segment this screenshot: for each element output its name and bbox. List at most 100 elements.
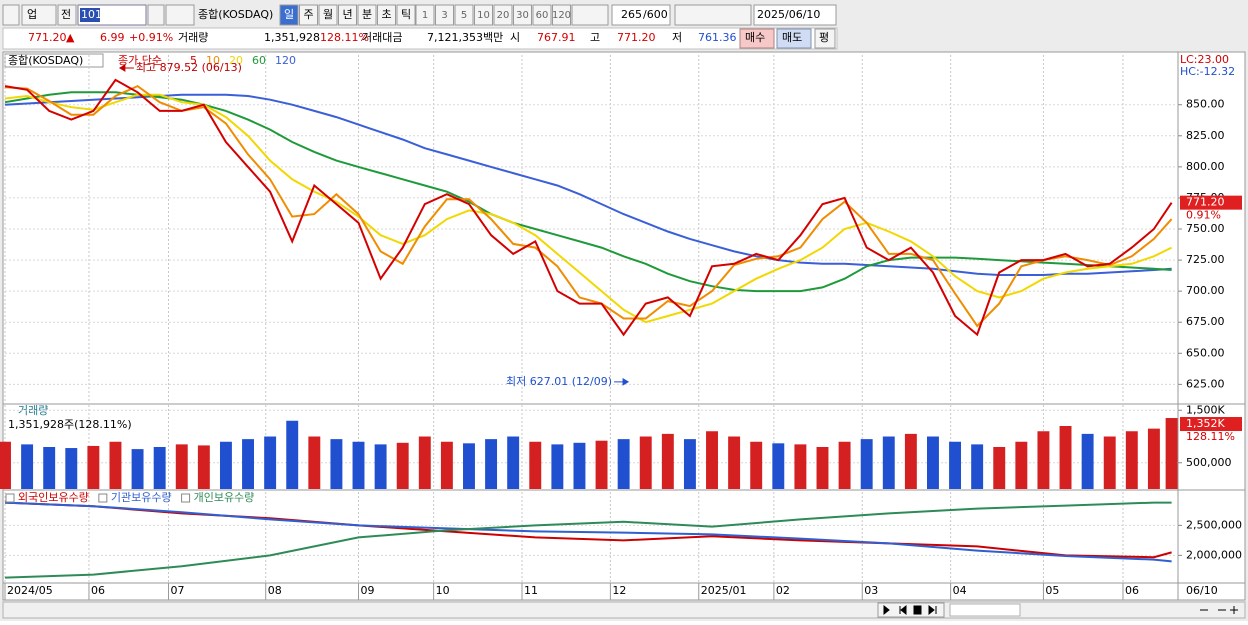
index-name: 종합(KOSDAQ) bbox=[198, 8, 273, 21]
interval-select[interactable] bbox=[571, 4, 609, 26]
period-button[interactable] bbox=[318, 4, 338, 26]
legend-entry: 120 bbox=[275, 54, 296, 67]
x-tick-label: 06 bbox=[91, 584, 105, 597]
y-tick-label: 1,500K bbox=[1186, 403, 1225, 416]
tool-icons[interactable] bbox=[674, 4, 752, 26]
hc: HC:-12.32 bbox=[1180, 65, 1235, 78]
nav-buttons[interactable] bbox=[877, 602, 945, 618]
legend-entry: 5 bbox=[190, 54, 197, 67]
count-box[interactable] bbox=[611, 4, 671, 26]
series-line bbox=[4, 93, 1173, 324]
scroll-track[interactable] bbox=[2, 601, 1246, 619]
interval-button[interactable] bbox=[552, 4, 571, 26]
legend-entry: 20 bbox=[229, 54, 243, 67]
y-tick-label: 2,500,000 bbox=[1186, 518, 1242, 531]
volume-bar bbox=[993, 447, 1006, 489]
interval-button[interactable] bbox=[493, 4, 513, 26]
x-tick-label: 11 bbox=[524, 584, 538, 597]
volume-box bbox=[1180, 417, 1242, 432]
y-tick-label: 625.00 bbox=[1186, 377, 1225, 390]
series-line bbox=[4, 93, 1172, 276]
period-button[interactable] bbox=[357, 4, 377, 26]
volume-bar bbox=[772, 443, 785, 489]
legend-swatch bbox=[98, 493, 108, 503]
selection bbox=[80, 8, 100, 22]
period: 틱 bbox=[401, 8, 411, 21]
interval-button[interactable] bbox=[474, 4, 493, 26]
legend-swatch bbox=[5, 493, 15, 503]
x-tick-label: 2025/01 bbox=[701, 584, 747, 597]
volume-bar bbox=[1103, 436, 1116, 489]
interval-button[interactable] bbox=[415, 4, 435, 26]
period-button[interactable] bbox=[299, 4, 318, 26]
period-button[interactable] bbox=[377, 4, 396, 26]
interval: 5 bbox=[461, 10, 467, 21]
y-tick-label: 725.00 bbox=[1186, 253, 1225, 266]
annotation: 최저 627.01 (12/09) bbox=[506, 375, 612, 388]
chart-title: 종합(KOSDAQ) bbox=[8, 54, 83, 67]
volume-bar bbox=[661, 433, 674, 489]
x-tick-label: 08 bbox=[268, 584, 282, 597]
interval-button[interactable] bbox=[435, 4, 454, 26]
volume-bar bbox=[396, 442, 409, 489]
volume-bar bbox=[683, 439, 696, 489]
interval-button[interactable] bbox=[513, 4, 532, 26]
search-button[interactable] bbox=[147, 4, 165, 26]
date-box[interactable] bbox=[753, 4, 837, 26]
volume-bar bbox=[1125, 431, 1138, 489]
avg: 평 bbox=[819, 31, 829, 44]
volume-bar bbox=[971, 444, 984, 489]
volume-bar bbox=[507, 436, 520, 489]
sell: 매도 bbox=[782, 31, 802, 44]
chart-frame bbox=[2, 51, 1246, 601]
period: 일 bbox=[284, 7, 294, 21]
interval: 10 bbox=[477, 10, 490, 21]
volume-bar bbox=[330, 439, 343, 489]
buy-button[interactable] bbox=[739, 28, 775, 49]
period-button[interactable] bbox=[279, 4, 299, 26]
interval-button[interactable] bbox=[454, 4, 474, 26]
market-select[interactable] bbox=[21, 4, 57, 26]
zoom-slider[interactable] bbox=[949, 603, 1021, 617]
volume-bar bbox=[949, 441, 962, 489]
interval-button[interactable] bbox=[532, 4, 552, 26]
period: 초 bbox=[381, 8, 391, 21]
volume-bar bbox=[286, 420, 299, 489]
price-box bbox=[1180, 195, 1242, 210]
volume-bar bbox=[175, 444, 188, 489]
period-button[interactable] bbox=[396, 4, 416, 26]
y-tick-label: 825.00 bbox=[1186, 129, 1225, 142]
sell-button[interactable] bbox=[776, 28, 812, 49]
code: 101 bbox=[81, 8, 102, 21]
y-tick-label: 850.00 bbox=[1186, 98, 1225, 111]
amount: 7,121,353백만 bbox=[427, 31, 503, 44]
open: 767.91 bbox=[537, 31, 576, 44]
interval: 3 bbox=[441, 10, 447, 21]
period-button[interactable] bbox=[338, 4, 357, 26]
menu-icon[interactable] bbox=[2, 4, 20, 26]
series-line bbox=[4, 501, 1172, 579]
low-label: 저 bbox=[672, 31, 682, 44]
avg-button[interactable] bbox=[814, 28, 836, 49]
volume-bar bbox=[617, 439, 630, 489]
volume-bar bbox=[1015, 441, 1028, 489]
period: 주 bbox=[303, 8, 313, 21]
volume-bar bbox=[219, 441, 232, 489]
volume-bar bbox=[87, 445, 100, 489]
x-tick-label: 09 bbox=[361, 584, 375, 597]
volume-bar bbox=[529, 441, 542, 489]
period: 년 bbox=[342, 8, 352, 21]
volume-bar bbox=[65, 448, 78, 489]
y-tick-label: 750.00 bbox=[1186, 222, 1225, 235]
x-tick-label: 12 bbox=[612, 584, 626, 597]
volume-bar bbox=[882, 436, 895, 489]
prev-button[interactable] bbox=[57, 4, 77, 26]
change: 6.99 bbox=[100, 31, 125, 44]
volume-bar bbox=[131, 449, 144, 489]
volume-bar bbox=[109, 441, 122, 489]
volume-bar bbox=[463, 443, 475, 489]
sound-button[interactable] bbox=[165, 4, 195, 26]
interval: 30 bbox=[516, 10, 529, 21]
buy: 매수 bbox=[745, 31, 765, 44]
volume-bar bbox=[551, 444, 564, 489]
